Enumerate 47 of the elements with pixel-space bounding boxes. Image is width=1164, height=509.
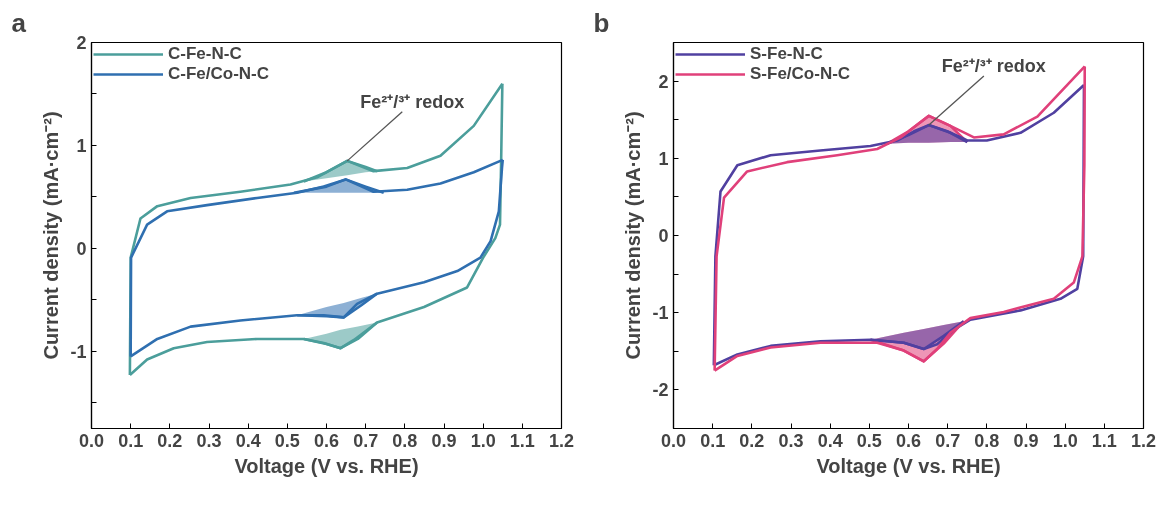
x-tick-label: 1.1 <box>1091 430 1117 451</box>
x-tick-label: 0.9 <box>1013 430 1039 451</box>
x-tick-label: 0.3 <box>778 430 804 451</box>
y-tick-label: -2 <box>652 380 669 401</box>
y-tick-label: 0 <box>658 226 669 246</box>
text: 1.2 <box>1130 430 1157 451</box>
y-tick-label: 2 <box>658 71 669 92</box>
text: 0.4 <box>235 430 261 451</box>
legend-label: S-Fe-N-C <box>750 44 823 64</box>
x-tick-label: 0.9 <box>431 430 457 451</box>
y-axis-title: Current density (mA·cm⁻²) <box>622 111 645 360</box>
text: 1.0 <box>1052 430 1078 451</box>
text: 0.6 <box>313 430 340 451</box>
y-tick-label: -1 <box>652 303 669 324</box>
text: 1.2 <box>548 430 575 451</box>
x-tick-label: 0.1 <box>700 430 726 451</box>
text: 0.8 <box>974 430 1000 451</box>
chart-title: b <box>593 7 610 38</box>
legend-label: S-Fe/Co-N-C <box>750 64 851 84</box>
x-axis-title: Voltage (V vs. RHE) <box>234 454 419 477</box>
legend-label: C-Fe/Co-N-C <box>168 64 270 84</box>
text: 0.0 <box>78 430 105 451</box>
x-tick-label: 0.7 <box>935 430 961 451</box>
x-tick-label: 0.5 <box>856 430 882 451</box>
x-tick-label: 0.3 <box>196 430 222 451</box>
text: 0.6 <box>895 430 922 451</box>
annotation: Fe²⁺/³⁺ redox <box>360 91 465 112</box>
legend-label: C-Fe-N-C <box>168 44 242 64</box>
x-tick-label: 0.1 <box>118 430 144 451</box>
x-tick-label: 0.7 <box>353 430 379 451</box>
text: 0.2 <box>739 430 765 451</box>
annotation: Fe²⁺/³⁺ redox <box>941 55 1046 76</box>
text: 0.2 <box>157 430 183 451</box>
text: 1.0 <box>470 430 496 451</box>
text: 0.8 <box>392 430 418 451</box>
x-tick-label: 0.5 <box>274 430 300 451</box>
x-axis-title: Voltage (V vs. RHE) <box>816 454 1001 477</box>
y-axis-title: Current density (mA·cm⁻²) <box>40 111 63 360</box>
text: 0.0 <box>660 430 687 451</box>
y-tick-label: 1 <box>76 135 87 156</box>
y-tick-label: -1 <box>70 341 87 362</box>
y-tick-label: 2 <box>76 33 87 53</box>
y-tick-label: 1 <box>658 148 669 169</box>
chart-title: a <box>11 7 27 38</box>
text: 0.4 <box>817 430 843 451</box>
y-tick-label: 0 <box>76 238 87 259</box>
x-tick-label: 1.1 <box>509 430 535 451</box>
